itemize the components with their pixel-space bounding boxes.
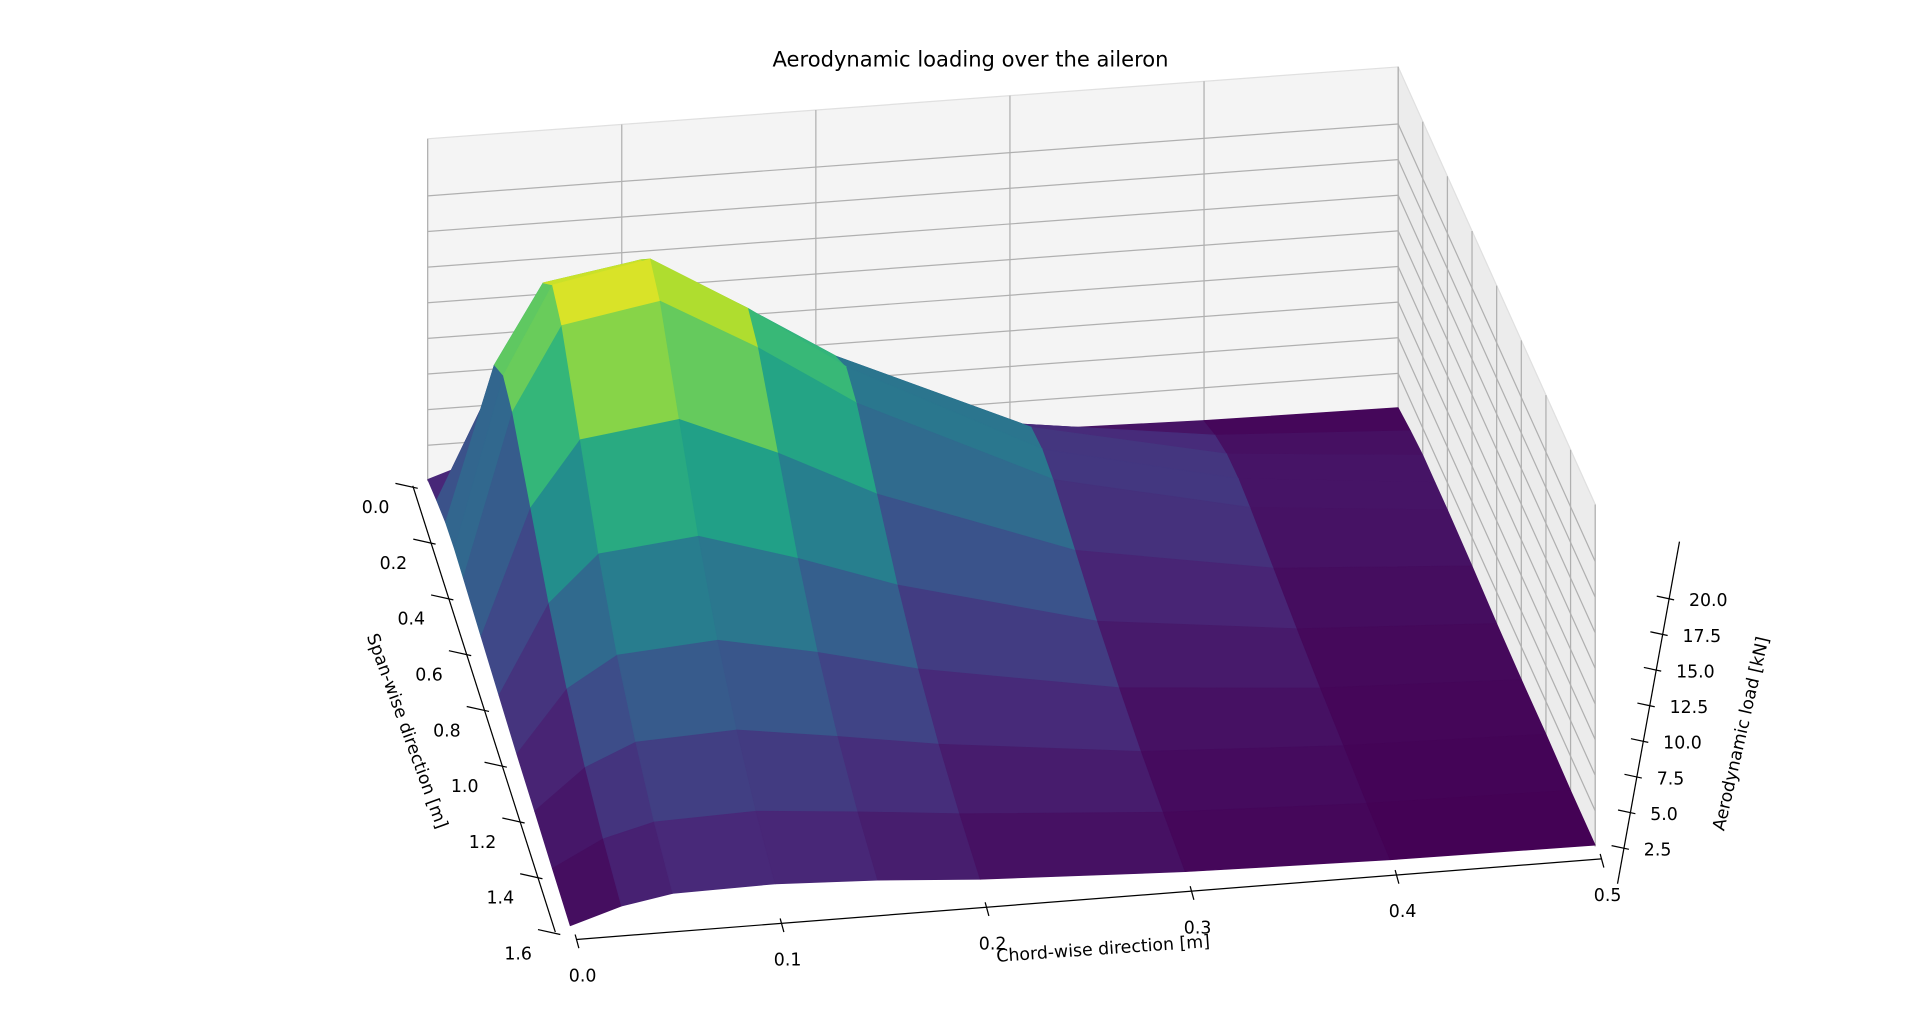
x-axis-title: Chord-wise direction [m] — [996, 932, 1211, 967]
z-tick-label: 20.0 — [1689, 591, 1728, 611]
y-tick-label: 1.0 — [451, 777, 479, 797]
grid-line — [1397, 194, 1596, 633]
x-axis-line — [576, 858, 1602, 941]
surface-patch — [755, 810, 879, 885]
axes: 0.0 0.1 0.2 0.3 0.4 0.5 0.0 0.2 0.4 0.6 0.8 1.0 1.2 1… — [362, 482, 1728, 987]
surface-patch — [616, 639, 738, 743]
surface — [427, 258, 1596, 927]
grid-line — [427, 123, 1399, 197]
y-tick — [484, 761, 507, 768]
z-tick-label: 7.5 — [1657, 769, 1685, 789]
z-tick-label: 5.0 — [1650, 805, 1678, 825]
surface-patch — [1366, 790, 1596, 861]
z-tick — [1617, 809, 1636, 815]
surface-patch — [635, 729, 757, 823]
grid-line — [1397, 230, 1596, 669]
z-tick-label: 17.5 — [1683, 627, 1722, 647]
y-tick-label: 1.2 — [469, 833, 497, 853]
y-tick — [502, 817, 525, 824]
surface-patch — [1119, 687, 1345, 752]
z-tick-label: 10.0 — [1663, 734, 1702, 754]
grid-line — [427, 158, 1399, 233]
y-tick — [537, 928, 561, 936]
surface-patch — [1097, 620, 1321, 689]
x-tick — [984, 902, 990, 917]
x-tick-label: 0.2 — [979, 934, 1007, 954]
x-tick — [1189, 886, 1195, 900]
y-tick — [466, 705, 490, 713]
x-tick — [1599, 853, 1605, 868]
x-tick-label: 0.4 — [1389, 902, 1417, 922]
y-tick — [430, 594, 454, 601]
y-tick-label: 0.6 — [415, 665, 443, 685]
grid-line — [1397, 373, 1596, 812]
y-axis-line — [412, 485, 556, 933]
surface-patch — [1238, 478, 1448, 511]
surface-patch — [1162, 803, 1391, 873]
surface-patch — [561, 300, 680, 441]
x-tick-label: 0.1 — [774, 951, 802, 971]
z-tick — [1656, 595, 1675, 601]
surface-patch — [598, 535, 719, 656]
z-tick — [1643, 666, 1662, 672]
x-tick-label: 0.3 — [1184, 918, 1212, 938]
surface-patch — [1320, 679, 1547, 747]
surface-patch — [1250, 507, 1473, 569]
y-tick — [413, 538, 436, 545]
z-tick — [1637, 702, 1655, 708]
grid-line — [1397, 337, 1596, 776]
y-tick-label: 1.6 — [504, 944, 532, 964]
x-tick — [574, 934, 580, 949]
z-tick — [1650, 631, 1668, 637]
surface-patch — [959, 811, 1186, 880]
y-tick-label: 0.4 — [397, 610, 425, 630]
surface-patch — [1215, 430, 1424, 456]
grid-line — [1397, 301, 1596, 740]
surface-patch — [1273, 565, 1498, 630]
grid-line — [1397, 266, 1596, 705]
surface-patch — [1140, 745, 1368, 813]
y-tick — [520, 873, 543, 880]
surface-patch — [653, 810, 776, 894]
z-tick — [1624, 773, 1642, 779]
grid-line — [427, 194, 1399, 268]
z-tick — [1611, 844, 1630, 850]
surface-patch — [1226, 453, 1436, 483]
y-tick-label: 1.4 — [487, 889, 515, 909]
z-axis-title: Aerodynamic load [kN] — [1709, 635, 1773, 833]
y-tick-label: 0.2 — [380, 554, 408, 574]
x-tick-label: 0.5 — [1594, 886, 1622, 906]
x-tick — [779, 918, 785, 933]
z-tick-label: 15.0 — [1676, 662, 1715, 682]
surface-patch — [1296, 623, 1522, 689]
grid-line — [1397, 123, 1596, 562]
y-tick-label: 0.8 — [433, 721, 461, 741]
x-tick — [1394, 869, 1400, 884]
y-tick — [448, 650, 472, 657]
z-tick — [1630, 738, 1649, 744]
y-tick — [395, 482, 418, 489]
surface-patch — [938, 743, 1164, 815]
z-tick-label: 12.5 — [1670, 698, 1709, 718]
chart-title: Aerodynamic loading over the aileron — [773, 47, 1169, 72]
x-tick-label: 0.0 — [569, 967, 597, 987]
grid-line — [1397, 159, 1596, 598]
y-tick-label: 0.0 — [362, 498, 390, 518]
surface-patch — [579, 419, 699, 555]
z-tick-label: 2.5 — [1644, 841, 1672, 861]
